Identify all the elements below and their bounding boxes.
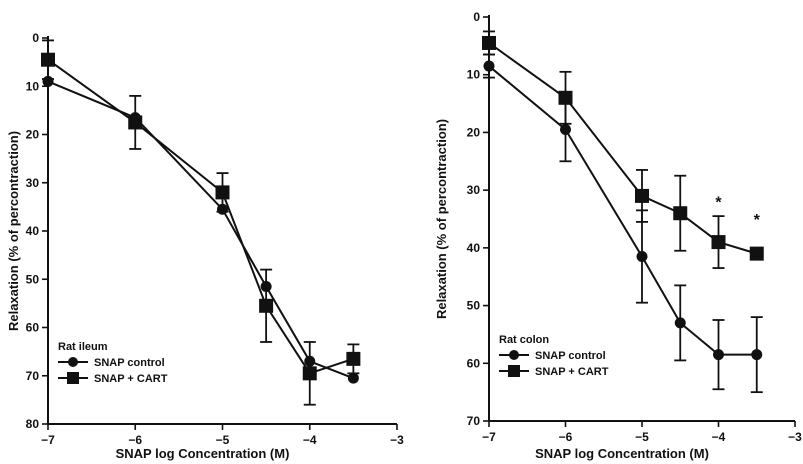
y-tick-label: 10 <box>26 79 40 93</box>
legend-label: SNAP control <box>535 350 606 362</box>
series-line-cart <box>47 58 354 375</box>
y-tick-label: 30 <box>26 176 40 190</box>
x-tick-label: −5 <box>216 433 230 447</box>
y-tick-label: 50 <box>467 299 481 313</box>
y-tick-label: 80 <box>26 417 40 431</box>
x-tick-label: −4 <box>303 433 317 447</box>
legend-label: SNAP control <box>94 357 165 369</box>
legend-label: SNAP + CART <box>94 373 168 385</box>
x-tick-label: −5 <box>635 430 649 444</box>
x-tick-label: −6 <box>128 433 142 447</box>
x-tick-label: −7 <box>482 430 496 444</box>
y-tick-label: 30 <box>467 183 481 197</box>
data-point-square <box>302 366 317 381</box>
colon-chart-panel: 0 10 20 30 40 50 60 70−7 −6 −5 −4 −3 SNAP log Concen… <box>434 10 802 461</box>
y-tick-label: 70 <box>467 414 481 428</box>
data-point-square <box>346 351 361 366</box>
data-point-square <box>711 235 726 250</box>
data-point-circle <box>636 251 648 263</box>
x-tick-label: −7 <box>41 433 55 447</box>
y-tick-label: 20 <box>467 125 481 139</box>
data-point-square <box>259 298 274 313</box>
data-point-circle <box>751 349 763 361</box>
data-point-square <box>673 206 688 221</box>
series-line-cart <box>488 42 758 255</box>
data-point-circle <box>560 124 571 136</box>
significance-asterisk: * <box>715 194 722 211</box>
data-point-square <box>482 35 496 50</box>
legend-marker-circle <box>68 357 78 367</box>
legend-title: Rat ileum <box>58 341 108 353</box>
y-tick-label: 40 <box>26 224 40 238</box>
legend-marker-square <box>67 372 79 384</box>
ileum-chart-panel: 0 10 20 30 40 50 60 70 80−7 −6 −5 −4 −3 SNAP log Conc… <box>6 31 404 461</box>
legend-marker-square <box>508 365 520 377</box>
series-line-control <box>488 65 757 356</box>
data-point-square <box>749 246 764 261</box>
y-tick-label: 10 <box>467 68 481 82</box>
legend-title: Rat colon <box>499 334 549 346</box>
x-tick-label: −6 <box>559 430 573 444</box>
data-point-square <box>215 185 230 200</box>
data-point-square <box>635 188 649 203</box>
x-axis-title: SNAP log Concentration (M) <box>535 446 709 461</box>
y-tick-label: 70 <box>26 369 40 383</box>
y-tick-label: 0 <box>473 10 480 24</box>
data-point-square <box>128 115 143 130</box>
data-point-circle <box>674 317 686 329</box>
y-tick-label: 0 <box>32 31 39 45</box>
data-point-circle <box>347 372 359 384</box>
y-axis-title: Relaxation (% of percontraction) <box>434 119 449 319</box>
x-tick-label: −3 <box>390 433 404 447</box>
data-point-square <box>558 90 573 105</box>
y-tick-label: 50 <box>26 272 40 286</box>
x-tick-label: −3 <box>788 430 802 444</box>
significance-asterisk: * <box>754 212 761 229</box>
x-axis-title: SNAP log Concentration (M) <box>116 446 290 461</box>
x-tick-label: −4 <box>712 430 726 444</box>
y-tick-label: 20 <box>26 128 40 142</box>
data-point-circle <box>713 349 724 361</box>
data-point-circle <box>483 60 495 72</box>
series-line-control <box>47 80 354 380</box>
data-point-square <box>41 52 55 67</box>
legend-label: SNAP + CART <box>535 366 609 378</box>
y-axis-title: Relaxation (% of percontraction) <box>6 131 21 331</box>
y-tick-label: 60 <box>467 356 481 370</box>
y-tick-label: 60 <box>26 321 40 335</box>
legend-marker-circle <box>509 350 519 360</box>
y-tick-label: 40 <box>467 241 481 255</box>
